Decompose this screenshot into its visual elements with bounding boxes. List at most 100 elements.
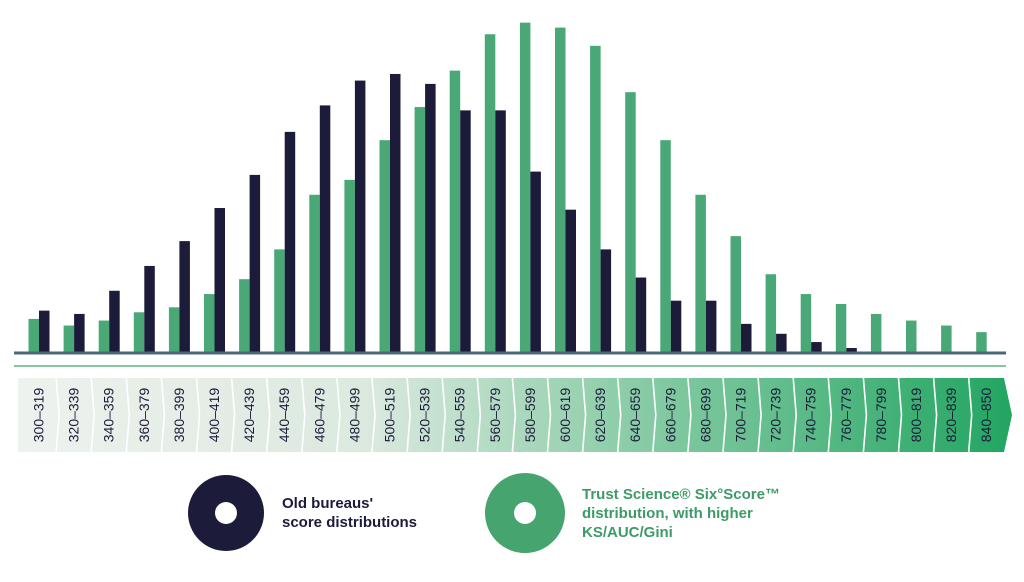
category-separator: [722, 377, 727, 453]
category-separator: [932, 377, 938, 453]
bar-navy-480–499: [354, 80, 366, 352]
tick-label-700–719: 700–719: [733, 388, 749, 443]
bar-navy-340–359: [109, 290, 120, 352]
category-separator: [336, 377, 341, 453]
bar-green-300–319: [28, 318, 39, 352]
bar-green-840–850: [976, 332, 987, 352]
bar-navy-680–699: [705, 300, 717, 352]
bar-green-780–799: [870, 313, 882, 352]
bar-green-800–819: [906, 320, 917, 352]
legend-new-line3: KS/AUC/Gini: [582, 523, 673, 541]
bar-navy-740–759: [811, 342, 822, 352]
tick-label-360–379: 360–379: [136, 388, 152, 443]
bar-green-760–779: [835, 304, 847, 352]
legend-new-line1: Trust Science® Six°Score™: [582, 485, 780, 503]
tick-label-760–779: 760–779: [838, 388, 854, 443]
bar-green-520–539: [414, 107, 426, 352]
tick-label-780–799: 780–799: [873, 388, 889, 443]
legend-new-label: Trust Science® Six°Score™ distribution, …: [582, 485, 780, 542]
tick-label-440–459: 440–459: [276, 388, 292, 443]
category-separator: [406, 377, 411, 453]
bar-green-720–739: [765, 274, 777, 352]
category-separator: [581, 377, 587, 453]
bars-group: [28, 22, 987, 353]
bar-navy-520–539: [425, 83, 436, 352]
tick-label-800–819: 800–819: [908, 388, 924, 443]
tick-label-300–319: 300–319: [31, 388, 47, 443]
category-separator: [792, 377, 798, 453]
tick-label-340–359: 340–359: [101, 388, 117, 443]
tick-label-740–759: 740–759: [803, 388, 819, 443]
bar-green-600–619: [555, 27, 566, 353]
category-separator: [652, 377, 657, 453]
bar-navy-500–519: [390, 73, 401, 353]
bar-navy-580–599: [530, 171, 541, 352]
bar-green-460–479: [309, 194, 320, 352]
tick-label-320–339: 320–339: [66, 388, 82, 443]
bar-green-360–379: [133, 312, 145, 352]
tick-label-840–850: 840–850: [978, 388, 994, 443]
category-separator: [862, 377, 868, 453]
tick-labels-group: 300–319 320–339 340–359 360–379 380–399 400–4…: [31, 377, 994, 453]
bar-green-480–499: [344, 179, 355, 352]
tick-label-400–419: 400–419: [206, 388, 222, 443]
bar-navy-620–639: [600, 249, 612, 352]
legend-trust-science: Trust Science® Six°Score™ distribution, …: [485, 473, 780, 553]
category-separator: [616, 377, 622, 453]
bar-green-580–599: [519, 22, 531, 353]
tick-label-540–559: 540–559: [452, 388, 468, 443]
bar-navy-720–739: [776, 333, 787, 352]
bar-navy-420–439: [249, 174, 261, 352]
tick-label-560–579: 560–579: [487, 388, 503, 443]
category-separator: [897, 377, 903, 453]
bar-navy-600–619: [565, 209, 576, 352]
bar-navy-540–559: [460, 110, 471, 353]
tick-label-520–539: 520–539: [417, 388, 433, 443]
trust-science-ring-icon: [485, 473, 565, 553]
category-separator: [511, 377, 517, 453]
category-separator: [476, 377, 482, 453]
bar-navy-660–679: [670, 300, 682, 352]
bar-green-380–399: [168, 307, 180, 352]
category-separator: [441, 377, 447, 453]
bar-green-560–579: [484, 34, 496, 353]
bar-green-820–839: [941, 325, 952, 352]
bar-navy-360–379: [144, 265, 155, 352]
bar-navy-640–659: [635, 277, 647, 352]
bar-green-340–359: [98, 320, 110, 352]
bar-navy-760–779: [846, 348, 857, 352]
category-separator: [546, 377, 552, 453]
bar-green-640–659: [625, 92, 636, 352]
tick-label-820–839: 820–839: [943, 388, 959, 443]
bar-green-540–559: [449, 70, 461, 353]
legend-old-line2: score distributions: [282, 514, 418, 531]
tick-label-600–619: 600–619: [557, 388, 573, 443]
legend-new-line2: distribution, with higher: [582, 504, 753, 522]
bar-green-420–439: [239, 279, 250, 352]
category-separator: [687, 377, 692, 453]
category-separator: [967, 377, 973, 453]
bar-green-680–699: [695, 194, 706, 352]
bar-navy-460–479: [319, 105, 331, 352]
tick-label-720–739: 720–739: [768, 388, 784, 443]
legend-old-label: Old bureaus' score distributions: [282, 494, 417, 532]
tick-label-480–499: 480–499: [346, 388, 362, 443]
tick-label-380–399: 380–399: [171, 388, 187, 443]
category-separator: [757, 377, 762, 453]
tick-label-580–599: 580–599: [522, 388, 538, 443]
bar-navy-400–419: [214, 208, 225, 352]
tick-label-620–639: 620–639: [592, 388, 608, 443]
category-separator: [160, 377, 166, 453]
bar-green-740–759: [800, 294, 812, 352]
category-separator: [265, 377, 271, 453]
legend-old-line1: Old bureaus': [282, 495, 374, 512]
bar-green-500–519: [379, 140, 390, 352]
old-bureaus-ring-icon: [188, 475, 264, 551]
bar-navy-560–579: [495, 110, 506, 353]
bar-green-700–719: [730, 236, 741, 352]
bar-green-620–639: [590, 45, 601, 352]
category-separator: [230, 377, 236, 453]
bar-green-400–419: [204, 294, 215, 352]
legend-old-bureaus: Old bureaus' score distributions: [188, 475, 417, 551]
